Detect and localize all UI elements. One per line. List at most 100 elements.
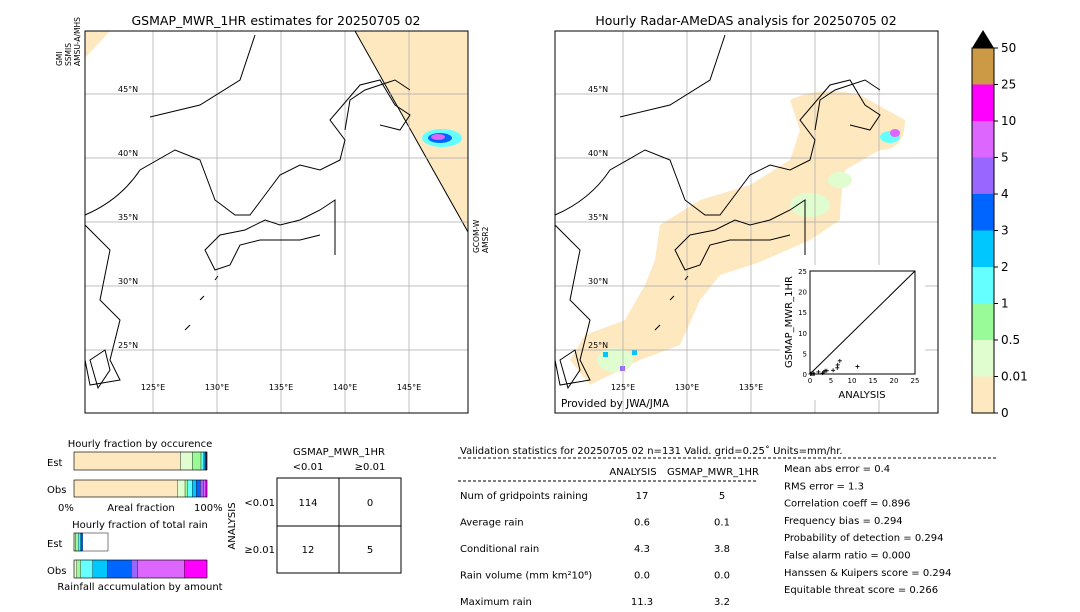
scatter-point [855,364,860,369]
fraction-segment-obs [73,559,77,579]
contingency-row-axis: ANALYSIS [227,502,238,549]
colorbar-segment [972,157,994,194]
fraction-segment-est [75,532,79,552]
colorbar-segment [972,84,994,121]
scatter-point [835,362,840,367]
right-gridlines [555,31,938,413]
longitude-label: 135°E [739,383,763,392]
colorbar: 0 0.01 0.5 1 2 3 4 5 10 25 50 [971,30,1028,420]
sensor-label-amsu: AMSU-A/MHS [73,17,82,66]
longitude-label: 125°E [611,383,635,392]
stats-col-gsmap: GSMAP_MWR_1HR [667,467,759,478]
fraction-segment-obs [92,559,108,579]
left-map-title: GSMAP_MWR_1HR estimates for 20250705 02 [132,13,421,28]
fraction-segment-est [192,451,202,471]
colorbar-label: 4 [1001,187,1009,201]
total-rain-xlabel: Rainfall accumulation by amount [57,582,222,593]
contingency-col-1: ≥0.01 [355,462,386,473]
coastline [554,224,591,386]
fraction-bar-frame [73,532,109,552]
colorbar-label: 25 [1001,78,1016,92]
scatter-x-tick: 0 [808,377,812,385]
coastline [559,349,581,390]
stats-row-analysis: 0.6 [634,518,650,529]
scatter-point [824,368,829,373]
fraction-segment-obs [73,479,178,498]
fraction-segment-obs [184,559,208,579]
light-rain-area [597,348,633,372]
fraction-segment-obs [184,479,188,498]
colorbar-label: 1 [1001,297,1009,311]
sensor-label-ssmis: SSMIS [64,43,73,66]
rain-cell [603,352,608,357]
rain-blob-peak [431,134,445,140]
contingency-row-1: ≥0.01 [244,545,275,556]
fraction-bar-frame [73,479,208,498]
colorbar-segment [972,340,994,377]
colorbar-label: 10 [1001,114,1016,128]
latitude-label: 30°N [588,277,608,286]
stats-row-label: Conditional rain [460,544,539,555]
coastline [89,349,111,390]
fraction-segment-est [81,532,83,552]
colorbar-segment [972,230,994,267]
colorbar-label: 5 [1001,151,1009,165]
contingency-col-0: <0.01 [293,462,324,473]
light-rain-area [790,193,830,217]
scatter-x-tick: 10 [848,377,857,385]
fraction-segment-obs [80,559,93,579]
stats-col-analysis: ANALYSIS [609,467,656,478]
stats-row-label: Maximum rain [460,597,532,608]
stats-row-gsmap: 5 [719,491,725,502]
scatter-point [812,372,817,376]
colorbar-label: 0.5 [1001,333,1020,347]
fraction-bar-frame [73,451,208,471]
fraction-segment-obs [200,479,204,498]
total-rain-fraction-chart: Hourly fraction of total rain Est Obs Ra… [47,520,223,593]
left-coastlines [84,34,411,390]
contingency-table: GSMAP_MWR_1HR <0.01 ≥0.01 ANALYSIS <0.01… [227,447,402,574]
fraction-segment-obs [203,479,206,498]
stats-row-gsmap: 0.1 [714,518,730,529]
scatter-point [831,368,836,373]
stats-row-analysis: 4.3 [634,544,650,555]
coastline [84,79,411,216]
left-gridlines [85,31,468,413]
score-line: Hanssen & Kuipers score = 0.294 [784,568,951,579]
coastline [344,79,411,131]
coastline [654,275,689,331]
colorbar-segment [972,48,994,85]
coastline [204,199,336,271]
left-swath-area [85,31,110,58]
colorbar-extend-triangle [972,30,994,48]
scatter-point [816,369,821,374]
colorbar-segment [972,121,994,158]
longitude-label: 135°E [269,383,293,392]
scatter-y-tick: 0 [803,371,807,379]
fraction-segment-obs [177,479,186,498]
analysis-coverage-area [570,91,905,385]
fraction-segment-obs [107,559,132,579]
colorbar-label: 0.01 [1001,370,1028,384]
colorbar-label: 3 [1001,224,1009,238]
latitude-label: 25°N [118,341,138,350]
score-line: Equitable threat score = 0.266 [784,585,938,596]
fraction-segment-obs [196,479,201,498]
scatter-plot: ANALYSIS GSMAP_MWR_1HR 00 5 5 10 10 15 15 20 20 2… [784,268,919,401]
fraction-segment-est [180,451,193,471]
score-line: Probability of detection = 0.294 [784,533,943,544]
scatter-xlabel: ANALYSIS [838,390,885,401]
right-map: Hourly Radar-AMeDAS analysis for 2025070… [554,13,939,414]
scatter-y-tick: 15 [798,309,807,317]
coastline [674,199,806,271]
validation-statistics: Validation statistics for 20250705 02 n=… [458,445,996,608]
occurrence-fraction-chart: Hourly fraction by occurence Est Obs 0% … [47,439,223,514]
sensor-label-amsr2: AMSR2 [481,226,490,253]
latitude-label: 30°N [118,277,138,286]
fraction-segment-obs [76,559,81,579]
fraction-segment-est [200,451,204,471]
occurrence-tick-0: 0% [58,503,74,514]
right-map-tick-labels: 125°E 130°E 135°E 45°N 40°N 35°N 30°N 25°N [588,85,763,392]
scatter-x-tick: 20 [890,377,899,385]
